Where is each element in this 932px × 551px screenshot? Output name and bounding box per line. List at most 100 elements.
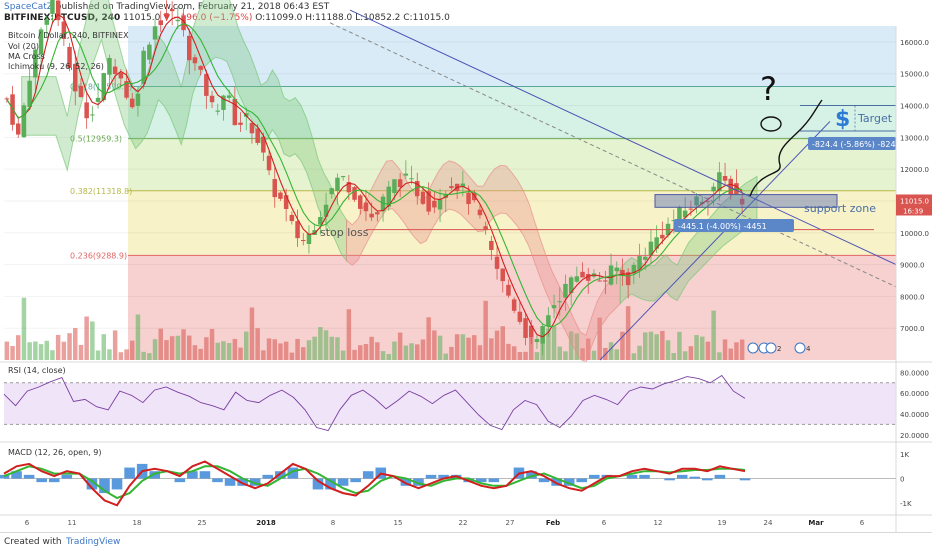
support-zone-rect [654,194,838,208]
candle-body [318,217,323,225]
macd-hist-bar [664,478,675,481]
candle-body [67,46,72,68]
candle-body [78,85,84,98]
drawings: ?5224 [329,9,897,361]
candle-body [551,305,557,309]
candle-body [620,269,625,275]
candle-body [506,284,511,296]
volume-bar [141,351,146,360]
candle-body [358,195,363,209]
volume-bar [169,336,175,360]
volume-bar [506,343,511,360]
macd-hist-bar [124,467,135,479]
candle-body [483,226,488,231]
chart-canvas[interactable]: 0.236(9288.9) 0.382(11318.8) 0.5(12959.3) 0… [0,0,932,532]
footer: Created with TradingView [0,532,932,551]
candle-body [266,155,272,171]
volume-bar [694,335,699,360]
volume-bar [329,336,334,360]
price-tick-label: 12000.0 [900,166,929,174]
candle-body [705,201,711,203]
volume-bar [16,335,21,360]
macd-hist-bar [23,474,35,479]
time-axis: 6 11 18 25 2018 8 15 22 27 Feb 6 12 19 24 Mar 6 [0,514,932,527]
target-measure-badge [808,137,896,150]
macd-hist-bar [36,478,47,483]
volume-bar [614,349,619,360]
volume-bar [739,339,745,360]
macd-hist-bar [576,478,588,483]
macd-hist-bar [563,478,575,486]
volume-bar [688,346,694,360]
volume-bar [449,346,454,360]
macd-hist-bar [111,478,123,490]
candle-body [409,178,414,180]
chart-header: SpaceCatZ published on TradingView.com, … [0,0,932,26]
candle-body [249,122,255,134]
rsi-tick-label: 20.0000 [900,432,929,440]
volume-bar [380,351,386,360]
candle-body [147,44,152,60]
volume-bar [55,334,61,360]
volume-bar [648,331,654,360]
candle-body [682,210,688,218]
ma-lines [6,13,743,338]
volume-bar [734,342,739,360]
macd-hist-bar [86,478,98,490]
price-tick-label: 10000.0 [900,230,929,238]
volume-bar [181,329,186,360]
volume-bar [386,353,391,360]
candle-body [255,128,260,143]
target-measure-text: -824.4 (-5.86%) -8244 [812,140,901,149]
created-with-label: Created with [4,537,62,547]
volume-bar [283,341,289,360]
author-link[interactable]: SpaceCatZ [4,2,53,12]
volume-bar [443,353,448,360]
candle-body [546,315,551,327]
candle-body [517,311,523,322]
volume-bar [84,316,89,360]
tradingview-brand[interactable]: TradingView [66,537,121,547]
volume-bar [397,332,403,360]
volume-bar [221,341,226,360]
candle-body [261,136,266,153]
macd-hist-bar [438,474,449,479]
volume-bar [654,334,659,360]
volume-bar [318,327,323,360]
candle-body [301,240,306,242]
volume-bar [500,326,505,360]
candle-body [534,339,540,343]
candle-body [130,98,135,108]
macd-tick-label: -1K [900,500,912,508]
candle-body [73,63,78,92]
event-badge-text: 2 [777,345,781,353]
candle-body [432,200,437,208]
candle-body [631,264,637,274]
volume-bar [175,335,181,360]
macd-hist-bar [312,478,324,490]
candle-body [238,122,243,125]
volume-bar [591,350,597,360]
chart-legend: Bitcoin / Dollar, 240, BITFINEX Vol (20)… [8,31,129,71]
candle-body [204,74,209,96]
macd-hist-bar [702,478,713,481]
candle-body [500,268,505,282]
candle-body [340,176,346,178]
candle-body [489,240,494,250]
candle-body [637,256,642,270]
macd-hist-bar [262,474,274,479]
candle-body [295,221,300,239]
rsi-title: RSI (14, close) [8,366,66,375]
candle-body [648,241,654,256]
candle-body [289,214,295,222]
time-tick-label: 2018 [256,519,276,527]
volume-bar [477,345,483,360]
macd-hist-bar [362,471,374,479]
candle-body [722,176,728,181]
volume-bar [568,331,574,360]
volume-bar [437,335,443,360]
volume-bar [44,340,49,360]
volume-bar [21,297,27,360]
candle-body [643,256,648,260]
support-zone-label: support zone [804,202,876,215]
